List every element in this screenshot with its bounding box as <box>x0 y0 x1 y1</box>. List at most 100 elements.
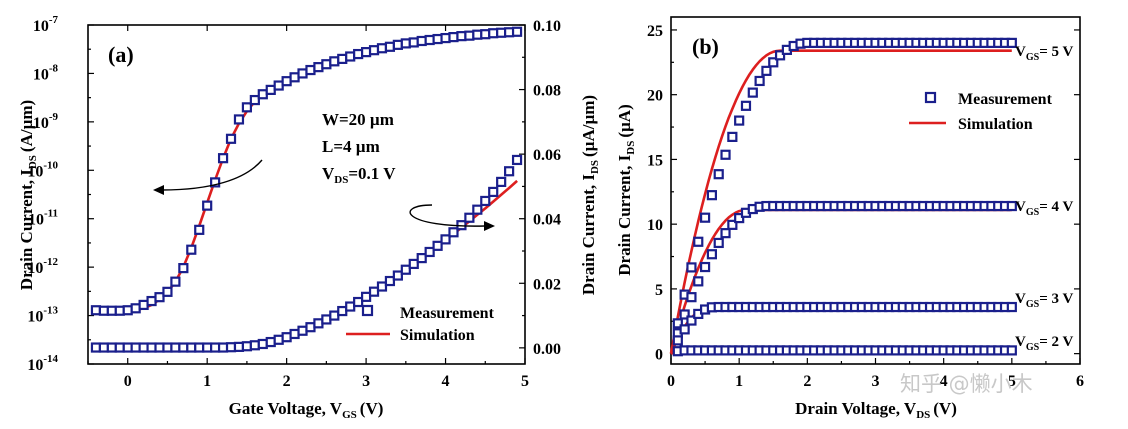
panel-a-x-tick-label: 1 <box>203 373 211 390</box>
panel-a-linear-measurement-point <box>106 342 117 353</box>
annotation-length: L=4 µm <box>322 137 380 156</box>
panel-a-linear-measurement-point <box>440 234 451 245</box>
panel-b-measurement-point-0 <box>699 212 711 223</box>
panel-a-log-measurement-point <box>329 56 340 67</box>
panel-b-y-tick-label: 10 <box>647 217 663 234</box>
panel-a-linear-measurement-point <box>353 296 364 308</box>
panel-a-log-measurement-point <box>504 27 515 38</box>
panel-b-x-tick-label: 1 <box>735 373 743 390</box>
arrow-head-left <box>153 185 164 195</box>
panel-a-log-measurement-point <box>178 263 189 274</box>
panel-a-log-measurement-point <box>162 286 173 297</box>
panel-a-x-axis-label: Gate Voltage, VGS (V) <box>229 399 384 421</box>
panel-a-log-measurement-point <box>233 114 245 125</box>
panel-a-linear-measurement-point <box>233 341 245 352</box>
panel-a-log-measurement-point <box>138 299 149 311</box>
panel-a-log-measurement-point <box>392 39 403 50</box>
panel-a-right-tick-label: 0.04 <box>533 212 561 229</box>
panel-a-linear-measurement-point <box>464 212 475 223</box>
panel-a-linear-measurement-point <box>488 186 499 198</box>
panel-a-log-measurement-point <box>511 26 523 37</box>
panel-b-measurement-point-1 <box>706 249 718 260</box>
legend-a-measurement-marker <box>361 304 374 317</box>
panel-a-linear-measurement-point <box>194 342 205 353</box>
watermark: 知乎 @懒小木 <box>900 372 1033 396</box>
panel-a-log-measurement-point <box>464 30 475 41</box>
panel-b-y-tick-label: 5 <box>655 282 663 299</box>
panel-a-log-measurement-point <box>488 28 499 39</box>
panel-a-linear-measurement-point <box>368 286 380 297</box>
panel-a-log-measurement-point <box>305 64 316 76</box>
panel-a-log-measurement-point <box>440 32 451 44</box>
panel-b-y-tick-label: 0 <box>655 347 663 364</box>
panel-b-measurement-point-0 <box>774 50 786 61</box>
panel-a-log-measurement-point <box>273 80 284 91</box>
panel-a-linear-measurement-point <box>313 318 324 329</box>
panel-a-log-measurement-point <box>496 27 507 38</box>
panel-a-x-tick-label: 5 <box>521 373 529 390</box>
panel-a-linear-measurement-point <box>90 342 102 353</box>
arrow-to-right-axis <box>409 204 486 227</box>
panel-a-right-tick-label: 0.08 <box>533 83 561 100</box>
panel-a-log-measurement-point <box>122 305 133 316</box>
legend-a-simulation-label: Simulation <box>400 327 475 344</box>
panel-b-y-tick-label: 25 <box>647 23 663 40</box>
arrow-head-right <box>484 221 495 231</box>
panel-b: 0 1 2 3 4 5 6 0 5 10 15 20 25 (b) Measurement Simul… <box>615 16 1084 421</box>
panel-b-measurement-point-2 <box>672 335 683 346</box>
panel-a-log-measurement-point <box>202 200 213 211</box>
panel-a-log-measurement-point <box>257 89 268 100</box>
panel-b-measurement-point-0 <box>754 75 765 87</box>
panel-a-linear-measurement-point <box>178 342 189 353</box>
panel-b-measurement-point-0 <box>747 87 758 98</box>
panel-a-linear-measurement-point <box>376 281 388 292</box>
panel-a-linear-measurement-point <box>202 342 213 353</box>
panel-a-log-measurement-point <box>225 133 237 144</box>
panel-a-linear-measurement-point <box>98 342 109 353</box>
panel-a-log-measurement-point <box>106 305 117 316</box>
panel-b-measurement-point-0 <box>1006 37 1017 48</box>
legend-b-measurement-label: Measurement <box>958 91 1053 108</box>
panel-b-y-tick-label: 20 <box>647 88 663 105</box>
panel-a-linear-measurement-point <box>360 291 372 302</box>
panel-a-log-measurement-point <box>408 37 419 48</box>
panel-a-linear-measurement-point <box>273 334 284 345</box>
annotation-vds: VDS=0.1 V <box>322 164 396 186</box>
panel-a-linear-measurement-point <box>217 342 229 353</box>
panel-a-left-tick-label: 10-13 <box>27 305 58 326</box>
panel-a-left-tick-label: 10-9 <box>33 111 59 132</box>
panel-b-x-tick-label: 3 <box>872 373 880 390</box>
panel-a-left-tick-label: 10-7 <box>33 14 59 35</box>
panel-a-linear-measurement-point <box>392 270 403 281</box>
panel-a-x-tick-label: 2 <box>283 373 291 390</box>
panel-b-measurement-point-1 <box>720 228 731 239</box>
panel-a-log-measurement-point <box>297 68 308 79</box>
panel-b-measurement-point-0 <box>693 236 704 247</box>
panel-a-log-measurement-point <box>448 32 459 43</box>
curve-label-vgs-5: VGS= 5 V <box>1015 44 1073 63</box>
panel-b-measurement-point-0 <box>672 318 683 329</box>
panel-a-linear-measurement-point <box>138 342 149 353</box>
panel-a-right-tick-label: 0.00 <box>533 341 561 358</box>
panel-b-y-axis-label: Drain Current, IDS(µA) <box>615 104 637 276</box>
panel-b-measurement-point-1 <box>713 237 724 249</box>
panel-b-measurement-point-0 <box>727 131 738 142</box>
panel-a-log-measurement-point <box>146 295 157 307</box>
panel-b-measurement-point-0 <box>761 65 772 76</box>
panel-a-linear-measurement-point <box>511 154 523 166</box>
panel-a-linear-measurement-point <box>504 166 515 177</box>
panel-a-linear-measurement-point <box>480 195 491 207</box>
panel-b-measurement-point-0 <box>734 115 745 126</box>
panel-b-measurement-point-0 <box>740 100 752 111</box>
panel-b-measurement-point-2 <box>686 315 697 326</box>
panel-a-linear-measurement-point <box>297 325 308 336</box>
panel-a-linear-measurement-point <box>186 342 197 353</box>
panel-a-right-tick-label: 0.06 <box>533 147 561 164</box>
panel-a-right-tick-label: 0.02 <box>533 276 561 293</box>
panel-a-log-measurement-point <box>424 34 435 46</box>
annotation-width: W=20 µm <box>322 110 394 129</box>
panel-a-right-tick-label: 0.10 <box>533 18 561 35</box>
panel-a-log-measurement-point <box>170 276 181 287</box>
panel-b-measurement-point-0 <box>713 169 724 180</box>
panel-a-linear-measurement-point <box>337 305 348 317</box>
